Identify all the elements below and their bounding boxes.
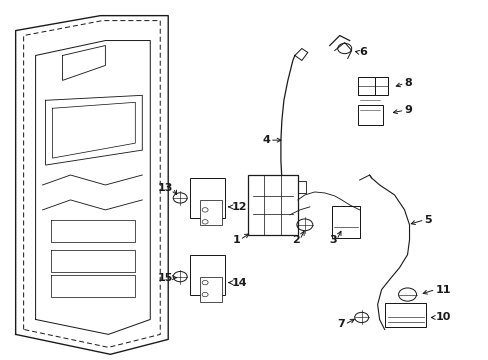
Text: 3: 3 [328, 235, 336, 245]
FancyBboxPatch shape [200, 276, 222, 302]
Text: 8: 8 [404, 78, 411, 88]
Text: 2: 2 [291, 235, 299, 245]
Text: 12: 12 [232, 202, 247, 212]
FancyBboxPatch shape [247, 175, 297, 235]
FancyBboxPatch shape [200, 200, 222, 225]
FancyBboxPatch shape [331, 206, 359, 238]
Text: 10: 10 [435, 312, 450, 323]
Text: 14: 14 [232, 278, 247, 288]
Text: 4: 4 [262, 135, 269, 145]
Text: 15: 15 [158, 273, 173, 283]
Text: 9: 9 [404, 105, 411, 115]
FancyBboxPatch shape [384, 302, 426, 328]
Text: 1: 1 [232, 235, 240, 245]
FancyBboxPatch shape [357, 105, 382, 125]
FancyBboxPatch shape [190, 255, 224, 294]
Text: 13: 13 [158, 183, 173, 193]
FancyBboxPatch shape [357, 77, 387, 95]
Text: 11: 11 [435, 284, 450, 294]
Text: 7: 7 [336, 319, 344, 329]
Text: 6: 6 [359, 48, 367, 58]
FancyBboxPatch shape [190, 178, 224, 218]
Text: 5: 5 [424, 215, 431, 225]
